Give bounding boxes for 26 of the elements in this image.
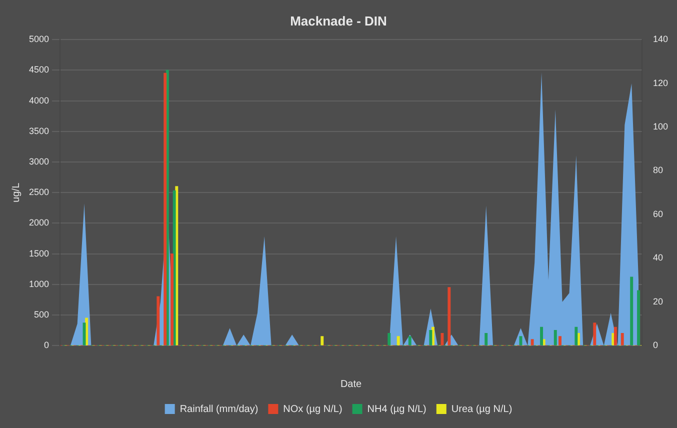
y2-tick-label: 120 xyxy=(652,78,668,88)
y-tick-label: 4500 xyxy=(28,64,50,75)
y2-tick-label: 80 xyxy=(652,165,663,176)
y2-tick-label: 100 xyxy=(652,122,668,132)
y-axis-title: ug/L xyxy=(10,182,22,202)
y2-tick-label: 140 xyxy=(652,34,668,44)
y-tick-label: 0 xyxy=(44,340,50,350)
legend-label: NH4 (µg N/L) xyxy=(367,404,426,415)
legend-label: Rainfall (mm/day) xyxy=(180,404,258,415)
x-axis-title: Date xyxy=(340,378,362,390)
chart-title: Macknade - DIN xyxy=(290,13,387,28)
y-tick-label: 5000 xyxy=(28,34,50,44)
y-tick-label: 3500 xyxy=(28,126,50,136)
y-tick-label: 500 xyxy=(34,309,50,320)
y-tick-label: 1000 xyxy=(28,278,50,289)
y-tick-label: 4000 xyxy=(28,95,50,106)
y-tick-label: 2000 xyxy=(28,218,50,228)
y2-tick-label: 0 xyxy=(652,340,658,350)
y2-tick-label: 60 xyxy=(652,208,663,219)
y-tick-label: 3000 xyxy=(28,156,50,166)
y2-tick-label: 20 xyxy=(652,296,663,306)
y-tick-label: 2500 xyxy=(28,187,50,198)
legend-label: NOx (µg N/L) xyxy=(283,404,342,415)
legend-label: Urea (µg N/L) xyxy=(451,404,512,415)
y-tick-label: 1500 xyxy=(28,248,50,258)
y2-tick-label: 40 xyxy=(652,252,663,263)
